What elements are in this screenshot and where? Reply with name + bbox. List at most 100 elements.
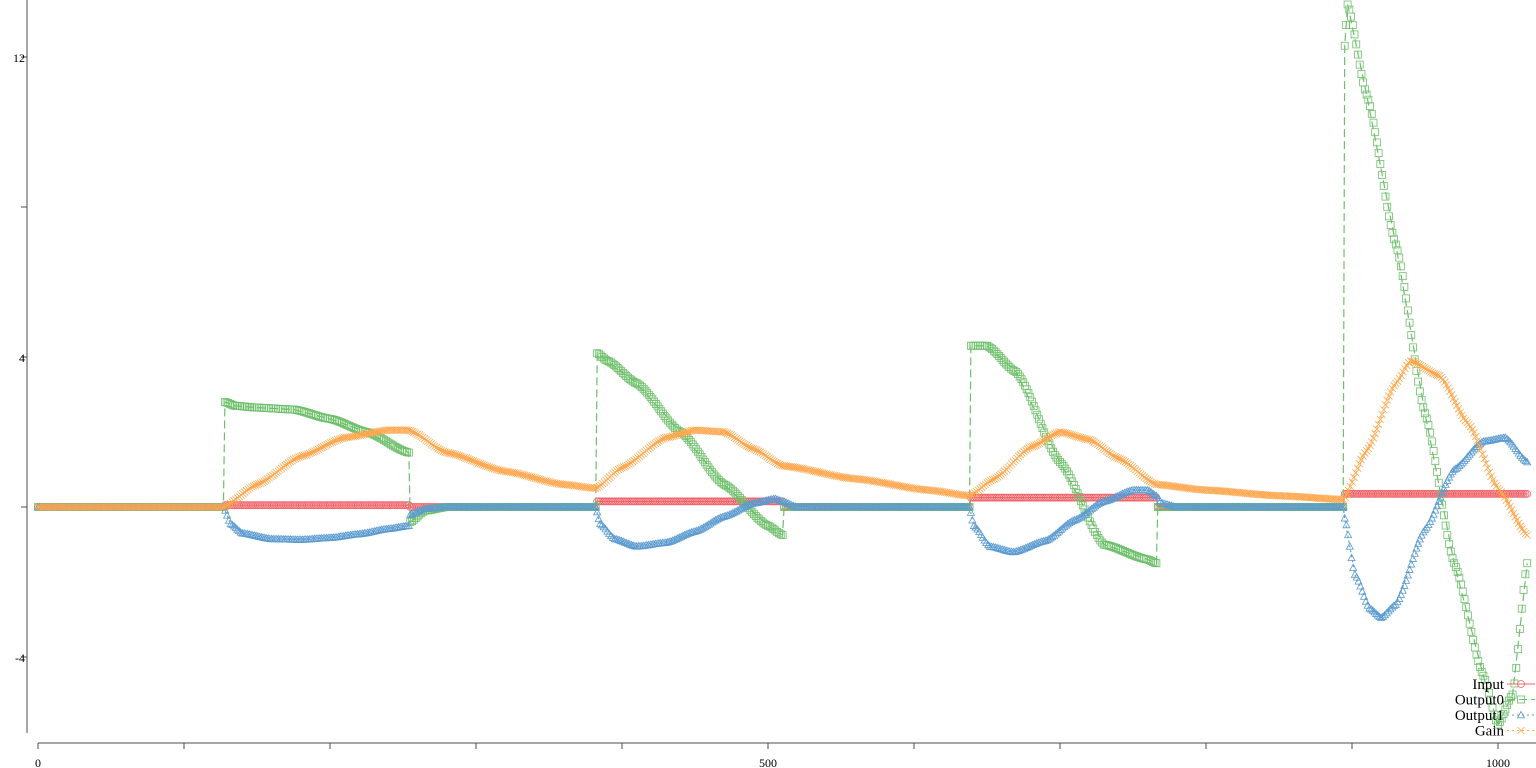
data-point [258, 478, 267, 487]
data-point [1413, 359, 1422, 368]
data-point [88, 503, 97, 511]
data-point [1427, 368, 1435, 376]
data-point [783, 498, 793, 507]
data-point [1420, 363, 1428, 372]
data-point [1364, 95, 1373, 104]
data-point [620, 537, 629, 546]
data-point [111, 503, 119, 511]
data-point [146, 503, 154, 511]
data-point [1462, 454, 1471, 462]
data-point [1389, 601, 1399, 609]
data-point [780, 497, 789, 506]
data-point [56, 503, 65, 511]
data-point [597, 520, 607, 529]
data-point [1523, 559, 1532, 568]
data-point [1425, 367, 1434, 375]
data-point [153, 503, 161, 511]
data-point [114, 503, 123, 511]
data-point [1362, 90, 1371, 99]
data-point [174, 503, 182, 511]
data-point [256, 479, 265, 487]
data-point [1373, 611, 1383, 619]
data-point [223, 501, 231, 510]
data-point [1096, 498, 1105, 507]
data-point [718, 512, 727, 521]
data-point [163, 503, 172, 511]
data-point [983, 540, 993, 549]
legend-label-input: Input [1472, 677, 1504, 693]
data-point [121, 503, 130, 511]
data-point [1521, 570, 1530, 579]
data-point [1517, 695, 1525, 704]
data-point [1040, 436, 1049, 444]
data-point [42, 503, 51, 511]
data-point [37, 503, 46, 511]
data-point [967, 491, 976, 499]
data-point [228, 520, 237, 529]
data-point [723, 429, 732, 438]
data-point [992, 543, 1002, 552]
data-point [170, 503, 179, 511]
data-point [1501, 705, 1510, 714]
data-point [234, 526, 244, 535]
data-point [207, 503, 215, 511]
data-point [74, 503, 83, 511]
data-point [247, 483, 256, 491]
data-point [34, 503, 42, 511]
data-point [1501, 433, 1510, 441]
data-point [771, 458, 780, 467]
data-point [1035, 439, 1044, 448]
data-point [1436, 492, 1445, 501]
data-point [761, 496, 770, 504]
data-point [290, 455, 298, 464]
data-point [1512, 663, 1521, 672]
data-point [172, 503, 180, 511]
data-point [417, 505, 426, 514]
data-point [1146, 487, 1156, 496]
data-point [210, 503, 219, 511]
data-point [1474, 657, 1483, 666]
data-point [1340, 41, 1349, 50]
data-point [1372, 609, 1381, 617]
data-point [70, 503, 79, 511]
data-point [990, 475, 999, 483]
x-tick-label: 1000 [1486, 756, 1510, 768]
data-point [1412, 366, 1421, 375]
data-point [1348, 21, 1357, 29]
data-point [1167, 501, 1176, 509]
data-point [1378, 410, 1386, 419]
data-point [1339, 502, 1348, 511]
data-point [1445, 539, 1453, 548]
data-point [175, 503, 184, 511]
data-point [1046, 533, 1055, 542]
data-point [1034, 538, 1043, 546]
data-point [1357, 70, 1366, 78]
data-point [774, 495, 784, 504]
series-gain [34, 356, 1531, 539]
data-point [1061, 520, 1071, 529]
data-point [1409, 343, 1417, 352]
data-point [104, 503, 112, 511]
data-point [1036, 419, 1045, 428]
data-point [1344, 486, 1353, 495]
data-point [772, 494, 782, 503]
data-point [1376, 415, 1385, 424]
data-point [95, 503, 104, 511]
data-point [747, 499, 756, 507]
data-point [1001, 546, 1011, 554]
data-point [1079, 511, 1088, 519]
data-point [76, 503, 84, 511]
data-point [1485, 468, 1494, 477]
data-point [1482, 459, 1490, 468]
data-point [1367, 438, 1376, 446]
data-point [1082, 508, 1091, 517]
data-point [1381, 192, 1390, 201]
data-point [182, 503, 191, 511]
data-point [1012, 546, 1022, 555]
data-point [758, 449, 766, 457]
data-point [233, 525, 242, 533]
data-point [1023, 542, 1032, 551]
data-point [1168, 501, 1178, 510]
data-point [714, 513, 724, 522]
